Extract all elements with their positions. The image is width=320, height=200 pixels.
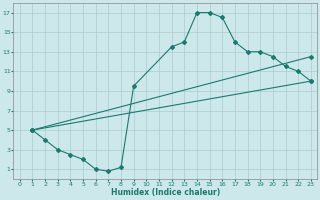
X-axis label: Humidex (Indice chaleur): Humidex (Indice chaleur) [111,188,220,197]
